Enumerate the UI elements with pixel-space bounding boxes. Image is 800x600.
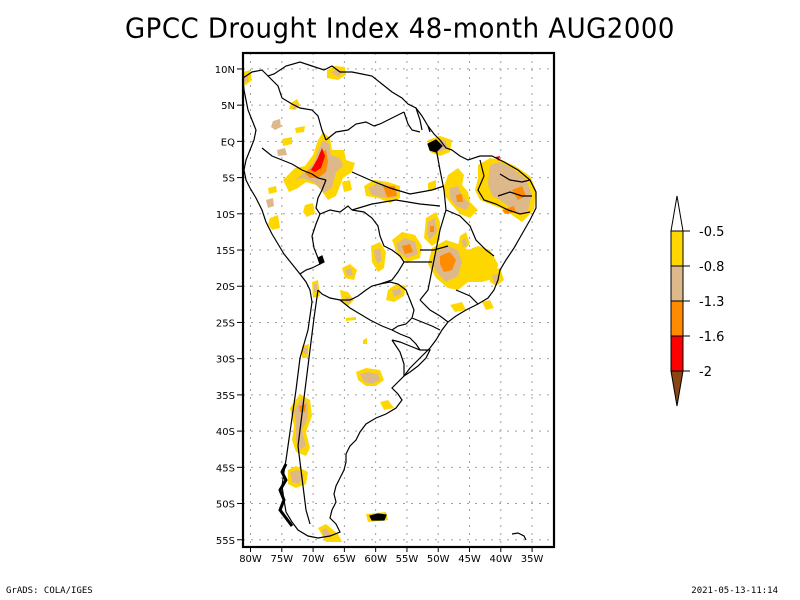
lon-tick-label: 80W	[239, 554, 262, 565]
timestamp: 2021-05-13-11:14	[691, 586, 778, 596]
colorbar-label: -1.3	[699, 295, 724, 310]
marajo-island	[427, 139, 443, 153]
border-brazil-states-south	[411, 289, 479, 331]
lat-tick-label: EQ	[221, 137, 235, 148]
lat-tick-label: 10N	[215, 65, 235, 76]
lat-tick-label: 25S	[216, 318, 235, 329]
colorbar-bottom-triangle	[670, 370, 684, 407]
lat-tick-label: 40S	[216, 427, 235, 438]
border-peru-chile	[299, 263, 321, 275]
lon-tick-label: 50W	[427, 554, 450, 565]
map-background	[243, 53, 554, 547]
lake-titicaca	[317, 255, 325, 265]
lat-tick-label: 5N	[221, 101, 235, 112]
lat-tick-label: 15S	[216, 246, 235, 257]
patch-mato-grosso	[371, 232, 422, 272]
border-brazil-states-north	[351, 171, 445, 211]
border-guianas	[403, 107, 431, 133]
border-argentina-paraguay	[339, 299, 393, 331]
grads-credit: GrADS: COLA/IGES	[6, 586, 93, 596]
colorbar-label: -2	[699, 365, 712, 380]
colorbar-label: -1.6	[699, 330, 724, 345]
patch-northeast-brazil	[475, 156, 536, 222]
patch-argentina-north	[302, 338, 394, 410]
lon-tick-label: 55W	[396, 554, 419, 565]
border-uruguay	[391, 339, 431, 378]
patch-venezuela-north	[327, 66, 346, 80]
south-georgia	[511, 532, 527, 541]
colorbar: -0.5 -0.8 -1.3 -1.6 -2	[670, 195, 724, 407]
patch-maranhao	[444, 168, 478, 218]
colorbar-label: -0.8	[699, 260, 724, 275]
lat-tick-label: 35S	[216, 391, 235, 402]
falkland-islands	[369, 513, 387, 521]
patch-amazon-west	[283, 132, 355, 200]
chile-fjords	[278, 463, 294, 527]
border-paraguay-brazil	[379, 281, 415, 331]
patch-se-brazil	[450, 300, 494, 312]
coastlines-and-borders	[243, 61, 537, 541]
lon-tick-label: 35W	[521, 554, 544, 565]
border-brazil-states-central	[404, 147, 495, 301]
patch-bolivia	[312, 264, 406, 321]
lat-tick-label: 30S	[216, 355, 235, 366]
lat-tick-label: 5S	[222, 174, 235, 185]
lat-tick-label: 10S	[216, 210, 235, 221]
border-venezuela-brazil	[325, 111, 405, 141]
longitude-axis: 80W 75W 70W 65W 60W 55W 50W 45W 40W 35W	[239, 547, 544, 565]
lat-tick-label: 50S	[216, 500, 235, 511]
patch-amazon-central	[342, 180, 436, 203]
lat-tick-label: 20S	[216, 282, 235, 293]
lat-tick-label: 55S	[216, 536, 235, 547]
patch-amazon-south	[266, 186, 315, 230]
border-colombia-peru	[261, 147, 327, 181]
patch-central-brazil	[428, 240, 504, 290]
map-frame	[241, 51, 556, 549]
colorbar-top-triangle	[670, 195, 684, 232]
latitude-axis: 10N 5N EQ 5S 10S 15S 20S 25S 30S 35S 40S 45S 50S 55S	[215, 65, 243, 547]
map-title: GPCC Drought Index 48-month AUG2000	[125, 13, 675, 45]
colorbar-label: -0.5	[699, 225, 724, 240]
border-argentina-brazil	[391, 329, 421, 351]
patch-tocantins	[424, 212, 470, 250]
border-chile-argentina	[297, 289, 319, 525]
lon-tick-label: 75W	[270, 554, 293, 565]
lon-tick-label: 45W	[458, 554, 481, 565]
colorbar-bin-yellow	[670, 230, 684, 267]
colorbar-bin-red	[670, 335, 684, 372]
border-bolivia-paraguay	[317, 283, 381, 301]
lon-tick-label: 65W	[333, 554, 356, 565]
lon-tick-label: 40W	[489, 554, 512, 565]
colorbar-bin-tan	[670, 265, 684, 302]
lon-tick-label: 60W	[364, 554, 387, 565]
colorbar-bin-orange	[670, 300, 684, 337]
south-america-coastline	[243, 61, 537, 539]
border-colombia-venezuela	[267, 75, 327, 141]
border-brazil-states-ne	[477, 159, 532, 215]
lon-tick-label: 70W	[302, 554, 325, 565]
border-bolivia-brazil	[351, 209, 405, 285]
lat-tick-label: 45S	[216, 463, 235, 474]
